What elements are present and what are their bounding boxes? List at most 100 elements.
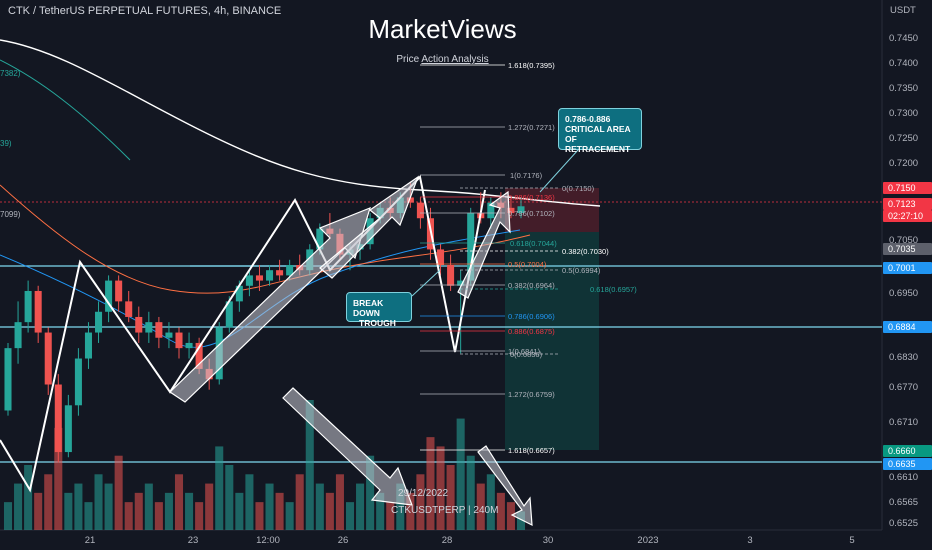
price-tag-bg: [883, 458, 932, 470]
volume-bar: [265, 483, 274, 530]
price-tag-label: 0.7150: [888, 183, 916, 193]
volume-bar: [356, 483, 365, 530]
volume-bar: [24, 465, 33, 530]
x-tick-label: 2023: [637, 535, 658, 546]
callout-pointer: [539, 149, 579, 193]
pattern-zigzag: [0, 174, 486, 493]
volume-bar: [3, 502, 13, 530]
brand-title: MarketViews: [368, 14, 517, 44]
candle-body: [95, 311, 103, 333]
symbol-header: CTK / TetherUS PERPETUAL FUTURES, 4h, BI…: [8, 5, 282, 17]
volume-bar: [466, 455, 475, 530]
volume-bar: [94, 474, 103, 530]
watermark-ticker: CTKUSDTPERP | 240M: [391, 505, 499, 516]
x-tick-label: 30: [543, 535, 554, 546]
price-tag-bg: [883, 182, 932, 194]
callout-breakdown: BREAK DOWN TROUGH: [346, 292, 412, 328]
callout-retracement: 0.786-0.886 CRITICAL AREA OF RETRACEMENT: [558, 108, 642, 154]
candle-body: [175, 332, 183, 349]
axis-unit: USDT: [890, 5, 916, 16]
candle-body: [507, 207, 515, 214]
volume-bar: [205, 483, 214, 530]
volume-bar: [325, 492, 334, 530]
price-tag-bg: [883, 210, 932, 222]
volume-bar: [416, 474, 425, 530]
y-tick-label: 0.6565: [889, 497, 918, 508]
volume-bar: [174, 474, 184, 530]
x-tick-label: 3: [747, 535, 752, 546]
candle-body: [185, 342, 193, 349]
volume-bar: [396, 483, 405, 530]
fib-extension-label: 0.5(0.7004): [508, 260, 547, 269]
candle-body: [447, 265, 455, 286]
volume-bar: [54, 427, 63, 530]
candle-body: [286, 265, 294, 276]
candle-body: [14, 322, 22, 349]
price-tag-label: 0.7001: [888, 263, 916, 273]
callout-line: BREAK DOWN: [353, 298, 384, 318]
volume-bar: [164, 492, 173, 530]
fib-extension-label: 1.618(0.7395): [508, 61, 555, 70]
candle-body: [255, 275, 263, 281]
x-tick-label: 28: [442, 535, 453, 546]
arrow-up-3: [457, 190, 511, 299]
volume-bar: [84, 502, 93, 530]
x-tick-label: 21: [85, 535, 96, 546]
callout-line: CRITICAL AREA: [565, 124, 631, 134]
candle-body: [235, 285, 243, 302]
fib-extension-label: 0.786(0.7102): [508, 209, 555, 218]
subtitle-link[interactable]: Action Analysis: [421, 54, 489, 65]
y-tick-label: 0.6710: [889, 417, 918, 428]
y-tick-label: 0.7450: [889, 33, 918, 44]
price-tag-label: 0.7123: [888, 199, 916, 209]
fib-extension-label: 0.786(0.6906): [508, 312, 555, 321]
target-zone: [505, 232, 599, 450]
candle-body: [517, 206, 525, 214]
candle-body: [225, 301, 233, 328]
volume-bar: [14, 483, 23, 530]
ma-teal-top: [0, 59, 131, 161]
price-tag-bg: [883, 198, 932, 210]
volume-bar: [44, 474, 53, 530]
volume-bar: [456, 418, 465, 530]
price-tag-label: 02:27:10: [888, 211, 923, 221]
y-tick-label: 0.6950: [889, 288, 918, 299]
volume-bar: [255, 502, 264, 530]
y-tick-label: 0.7300: [889, 108, 918, 119]
volume-bar: [245, 474, 254, 530]
fib-extension-label: 1.272(0.6759): [508, 390, 555, 399]
x-tick-label: 23: [188, 535, 199, 546]
volume-bar: [64, 492, 73, 530]
candle-body: [316, 228, 324, 250]
volume-bar: [74, 483, 83, 530]
y-tick-label: 0.6525: [889, 518, 918, 529]
volume-bar: [124, 502, 133, 530]
candle-body: [245, 275, 253, 286]
volume-bar: [225, 465, 234, 530]
fib-extension-label: 1.618(0.6657): [508, 446, 555, 455]
watermark-date: 29/12/2022: [398, 488, 449, 499]
volume-bar: [376, 492, 385, 530]
price-tag-bg: [883, 321, 932, 333]
fib-retracement-label: 0(0.7150): [562, 184, 595, 193]
fib-retracement-label: 0.618(0.6957): [590, 285, 637, 294]
volume-bar: [34, 492, 43, 530]
volume-bar: [315, 483, 324, 530]
candle-body: [406, 197, 414, 203]
volume-bar: [134, 492, 143, 530]
x-tick-label: 5: [849, 535, 854, 546]
fib-extension-label: 1.272(0.7271): [508, 123, 555, 132]
candle-body: [135, 316, 143, 333]
candle-body: [457, 280, 465, 286]
fib-retracement-label: 0(0.6836): [510, 350, 543, 359]
candle-body: [195, 342, 203, 369]
volume-bar: [295, 474, 304, 530]
callout-line: 0.786-0.886: [565, 114, 611, 124]
candle-body: [54, 384, 62, 453]
callout-pointer: [411, 269, 441, 297]
fib-extension-label: 0.382(0.6964): [508, 281, 555, 290]
candle-body: [34, 290, 42, 333]
y-tick-label: 0.6770: [889, 382, 918, 393]
candle-body: [64, 405, 72, 453]
